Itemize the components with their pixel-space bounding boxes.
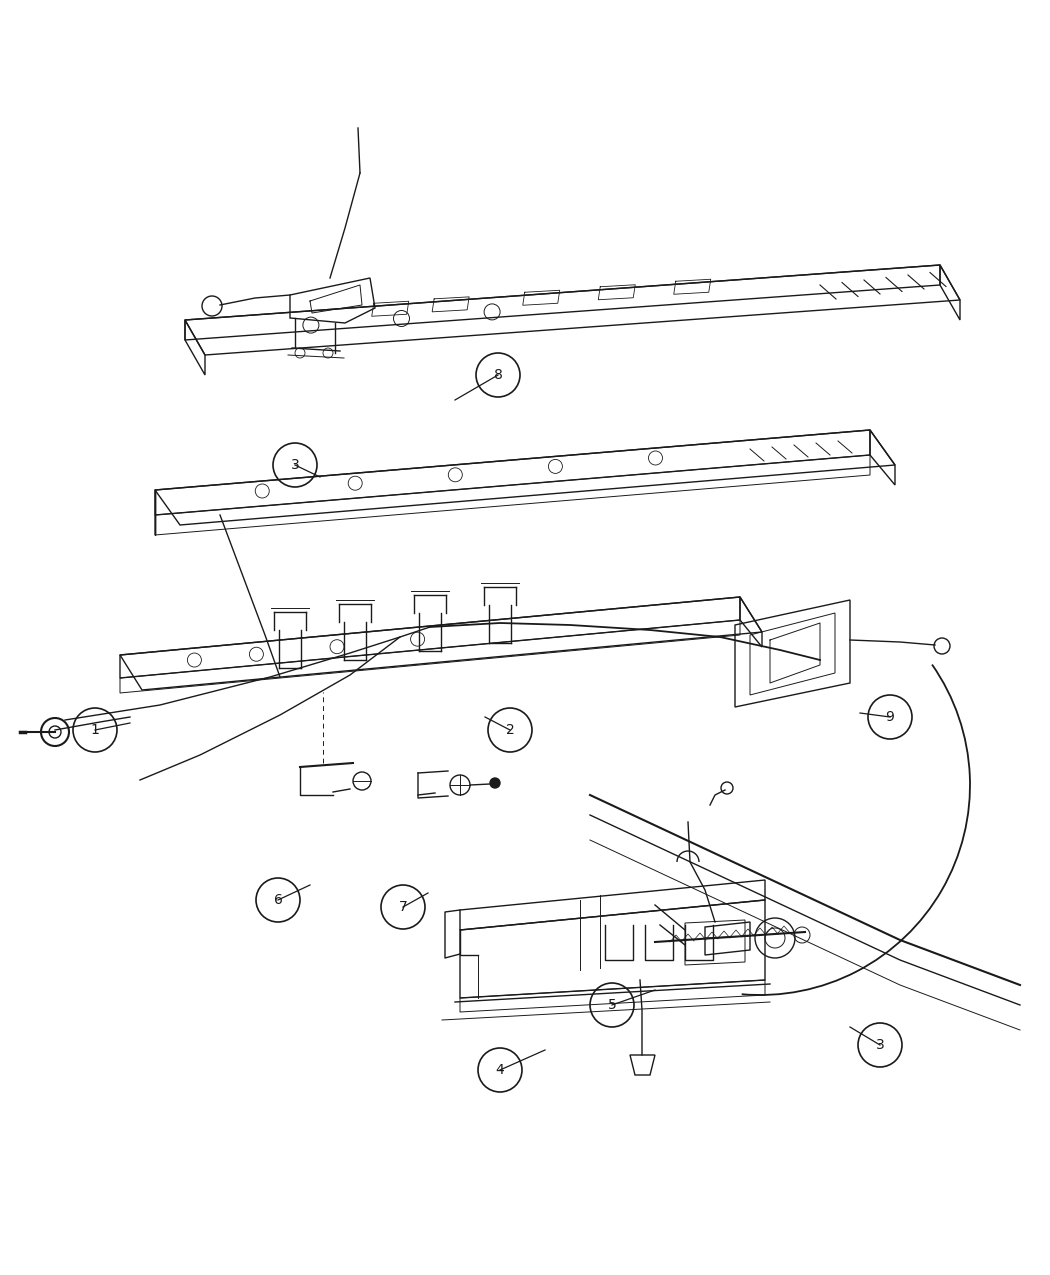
Text: 5: 5 xyxy=(608,998,616,1012)
Text: 9: 9 xyxy=(885,710,895,724)
Text: 3: 3 xyxy=(291,458,299,472)
Text: 4: 4 xyxy=(496,1063,504,1077)
Text: 1: 1 xyxy=(90,723,100,737)
Text: 6: 6 xyxy=(274,892,282,907)
Text: 8: 8 xyxy=(494,368,503,382)
Text: 3: 3 xyxy=(876,1038,884,1052)
Circle shape xyxy=(490,778,500,788)
Text: 2: 2 xyxy=(506,723,514,737)
Text: 7: 7 xyxy=(399,900,407,914)
